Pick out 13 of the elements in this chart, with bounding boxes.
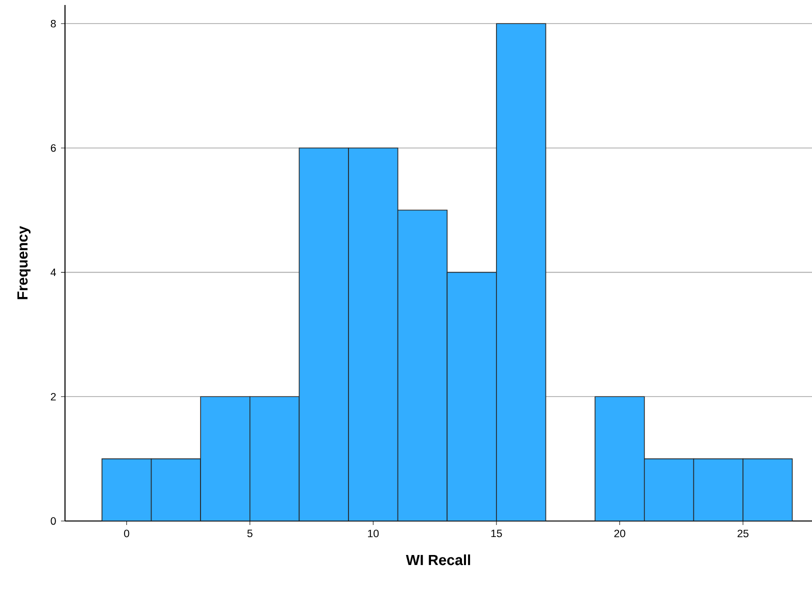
y-tick-label: 4 [50, 268, 56, 276]
x-tick-label: 0 [124, 530, 130, 538]
x-tick-label: 10 [368, 530, 379, 538]
y-tick-label: 2 [50, 392, 56, 400]
x-tick-label: 5 [247, 530, 252, 538]
y-tick-label: 6 [50, 144, 56, 152]
y-tick-label: 0 [50, 517, 56, 525]
x-tick-label: 20 [614, 530, 626, 538]
x-axis-title: WI Recall [406, 554, 470, 566]
y-tick-label: 8 [50, 20, 56, 28]
x-tick-label: 15 [491, 530, 502, 538]
x-tick-label: 25 [738, 530, 748, 538]
y-axis-title: Frequency [17, 226, 31, 300]
